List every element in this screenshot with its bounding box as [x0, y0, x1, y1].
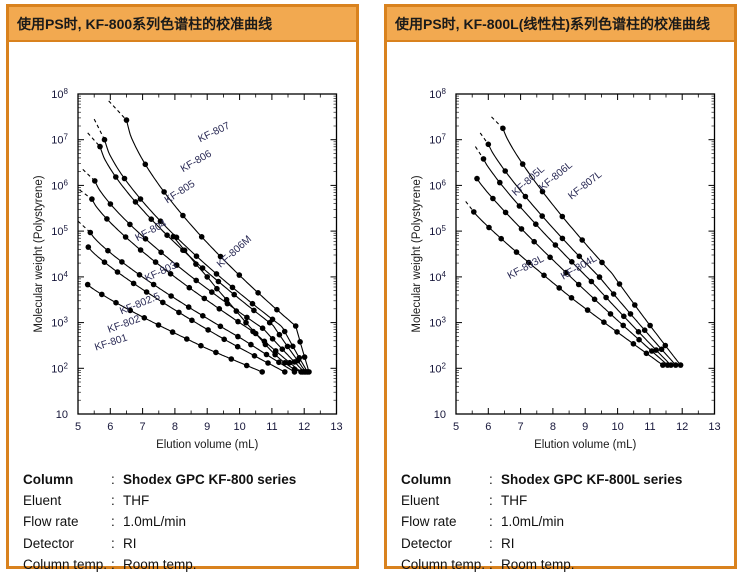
svg-text:107: 107	[51, 132, 68, 147]
svg-text:Molecular weight (Polystyrene): Molecular weight (Polystyrene)	[411, 175, 423, 332]
svg-text:Molecular weight (Polystyrene): Molecular weight (Polystyrene)	[33, 175, 45, 332]
svg-text:105: 105	[51, 224, 68, 239]
svg-text:5: 5	[453, 421, 459, 433]
svg-text:103: 103	[51, 315, 68, 330]
svg-text:KF-806M: KF-806M	[215, 234, 254, 271]
svg-text:107: 107	[429, 132, 446, 147]
svg-text:Elution volume (mL): Elution volume (mL)	[534, 439, 636, 451]
svg-text:KF-806L: KF-806L	[538, 160, 576, 194]
svg-text:12: 12	[676, 421, 688, 433]
svg-text:6: 6	[107, 421, 113, 433]
svg-text:106: 106	[429, 178, 446, 193]
svg-text:KF-802.5: KF-802.5	[118, 291, 162, 317]
svg-text:13: 13	[330, 421, 342, 433]
svg-text:10: 10	[611, 421, 623, 433]
svg-text:105: 105	[429, 224, 446, 239]
svg-text:8: 8	[550, 421, 556, 433]
svg-text:KF-801: KF-801	[93, 332, 129, 353]
svg-text:10: 10	[233, 421, 245, 433]
svg-text:106: 106	[51, 178, 68, 193]
svg-text:6: 6	[485, 421, 491, 433]
svg-text:KF-803L: KF-803L	[506, 254, 546, 282]
svg-text:7: 7	[518, 421, 524, 433]
svg-text:9: 9	[582, 421, 588, 433]
svg-text:9: 9	[204, 421, 210, 433]
svg-text:Elution volume (mL): Elution volume (mL)	[156, 439, 258, 451]
svg-text:103: 103	[429, 315, 446, 330]
svg-text:108: 108	[51, 87, 68, 102]
svg-text:11: 11	[266, 421, 277, 433]
svg-text:11: 11	[644, 421, 655, 433]
svg-text:13: 13	[708, 421, 720, 433]
svg-text:102: 102	[51, 361, 68, 376]
svg-text:108: 108	[429, 87, 446, 102]
svg-text:10: 10	[56, 409, 68, 421]
svg-text:KF-807L: KF-807L	[566, 169, 604, 202]
svg-text:KF-806: KF-806	[179, 148, 214, 175]
svg-text:KF-805: KF-805	[163, 179, 198, 207]
svg-text:10: 10	[434, 409, 446, 421]
svg-text:104: 104	[51, 269, 68, 284]
svg-text:KF-807: KF-807	[197, 120, 232, 145]
svg-text:104: 104	[429, 269, 446, 284]
svg-text:KF-803: KF-803	[143, 260, 178, 284]
svg-text:8: 8	[172, 421, 178, 433]
svg-text:5: 5	[75, 421, 81, 433]
svg-text:7: 7	[140, 421, 146, 433]
svg-text:102: 102	[429, 361, 446, 376]
svg-text:12: 12	[298, 421, 310, 433]
